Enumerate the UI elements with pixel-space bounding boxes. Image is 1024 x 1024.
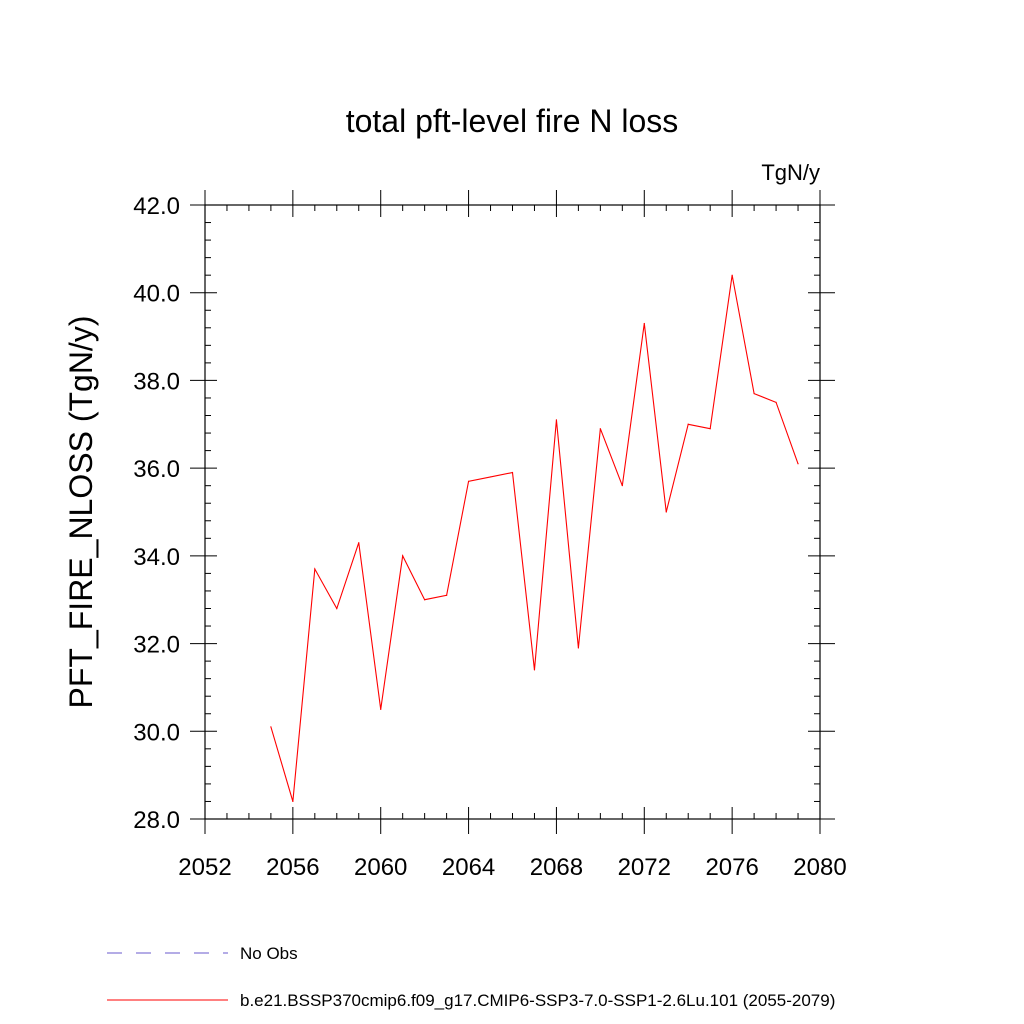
data-point — [753, 392, 755, 395]
data-point — [797, 463, 799, 465]
legend-label-model-run: b.e21.BSSP370cmip6.f09_g17.CMIP6-SSP3-7.… — [240, 991, 835, 1010]
x-tick-label: 2060 — [354, 854, 407, 881]
data-point — [467, 480, 470, 482]
tick-labels: 2052 2056 2060 2064 2068 2072 2076 2080 28.0 30.0… — [133, 193, 846, 881]
legend: No Obs b.e21.BSSP370cmip6.f09_g17.CMIP6-… — [107, 944, 835, 1010]
data-point — [446, 594, 448, 596]
units-label: TgN/y — [761, 160, 820, 185]
x-tick-label: 2072 — [618, 854, 671, 881]
data-point — [402, 555, 404, 557]
y-tick-label: 34.0 — [133, 544, 180, 571]
y-tick-label: 38.0 — [133, 368, 180, 395]
data-point — [775, 401, 777, 403]
data-point — [424, 599, 426, 601]
data-point — [709, 428, 711, 430]
data-point — [358, 542, 360, 544]
data-point — [665, 511, 667, 513]
data-point — [555, 419, 558, 421]
y-tick-label: 28.0 — [133, 807, 180, 834]
x-tick-label: 2080 — [793, 854, 846, 881]
data-point — [292, 800, 294, 803]
series-line — [270, 275, 799, 802]
y-tick-label: 40.0 — [133, 281, 180, 308]
data-point — [511, 471, 514, 474]
data-point — [643, 322, 645, 325]
chart-title: total pft-level fire N loss — [346, 103, 679, 139]
y-tick-label: 30.0 — [133, 719, 180, 746]
data-point — [380, 708, 382, 710]
data-point — [687, 423, 689, 425]
x-tick-label: 2068 — [530, 854, 583, 881]
data-point — [314, 568, 316, 570]
data-point — [621, 485, 623, 487]
tick-marks — [190, 190, 835, 834]
y-tick-label: 42.0 — [133, 193, 180, 220]
data-point — [489, 476, 492, 478]
x-tick-label: 2052 — [178, 854, 231, 881]
data-point — [577, 647, 579, 649]
legend-label-no-obs: No Obs — [240, 944, 298, 963]
data-point — [731, 274, 733, 276]
y-tick-label: 36.0 — [133, 456, 180, 483]
y-tick-label: 32.0 — [133, 632, 180, 659]
plot-frame — [204, 204, 821, 820]
x-tick-label: 2056 — [266, 854, 319, 881]
data-point — [270, 726, 272, 728]
data-point — [533, 669, 536, 671]
x-tick-label: 2076 — [705, 854, 758, 881]
y-axis-label: PFT_FIRE_NLOSS (TgN/y) — [63, 316, 99, 709]
x-tick-label: 2064 — [442, 854, 495, 881]
data-point — [599, 428, 601, 430]
data-point — [336, 607, 338, 610]
series-layer — [270, 274, 799, 803]
